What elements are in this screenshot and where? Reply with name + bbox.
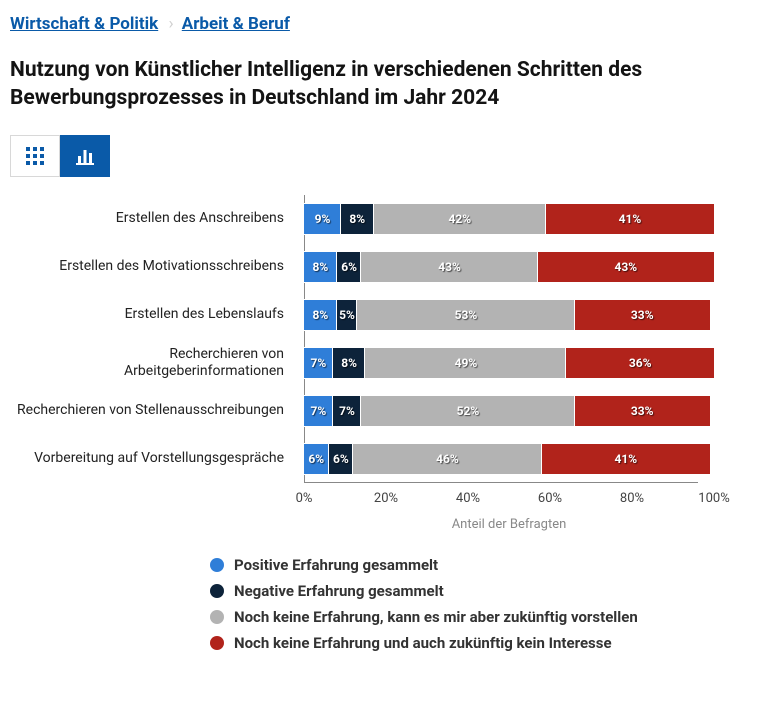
row-label: Recherchieren von Arbeitgeberinformation…	[10, 346, 294, 380]
bar-segment-positive[interactable]: 7%	[304, 396, 333, 426]
bar-track: 6%6%46%41%	[304, 444, 714, 474]
breadcrumb-link-2[interactable]: Arbeit & Beruf	[182, 14, 290, 34]
legend-item[interactable]: Noch keine Erfahrung, kann es mir aber z…	[210, 608, 774, 626]
bar-segment-kein_interesse[interactable]: 36%	[566, 348, 714, 378]
bar-segment-positive[interactable]: 8%	[304, 300, 337, 330]
bar-chart-icon	[76, 147, 94, 165]
bar-segment-kein_interesse[interactable]: 41%	[546, 204, 714, 234]
bar-track: 8%6%43%43%	[304, 252, 714, 282]
breadcrumb-separator: ›	[168, 14, 173, 34]
x-axis: 0% 20% 40% 60% 80% 100%	[10, 491, 774, 511]
chart-row: Recherchieren von Arbeitgeberinformation…	[304, 339, 714, 387]
legend-label: Negative Erfahrung gesammelt	[234, 582, 444, 600]
x-tick: 100%	[698, 491, 729, 506]
bar-segment-negative[interactable]: 8%	[341, 204, 374, 234]
x-tick: 80%	[620, 491, 644, 506]
row-label: Erstellen des Anschreibens	[10, 210, 294, 227]
legend-swatch	[210, 584, 224, 598]
bar-segment-negative[interactable]: 8%	[333, 348, 366, 378]
legend-swatch	[210, 558, 224, 572]
view-toolbar	[10, 135, 774, 177]
bar-segment-kein_interesse[interactable]: 33%	[575, 300, 710, 330]
legend: Positive Erfahrung gesammelt Negative Erf…	[10, 556, 774, 652]
legend-item[interactable]: Positive Erfahrung gesammelt	[210, 556, 774, 574]
bar-segment-negative[interactable]: 7%	[333, 396, 362, 426]
row-label: Recherchieren von Stellenausschreibungen	[10, 402, 294, 419]
x-tick: 0%	[296, 491, 313, 506]
x-axis-label: Anteil der Befragten	[10, 517, 774, 532]
bar-segment-positive[interactable]: 6%	[304, 444, 329, 474]
chart: Erstellen des Anschreibens9%8%42%41%Erst…	[10, 195, 774, 652]
x-tick: 20%	[374, 491, 398, 506]
breadcrumb: Wirtschaft & Politik › Arbeit & Beruf	[10, 14, 774, 34]
bar-segment-negative[interactable]: 6%	[329, 444, 354, 474]
bar-segment-negative[interactable]: 6%	[337, 252, 362, 282]
legend-swatch	[210, 610, 224, 624]
bar-segment-vorstellbar[interactable]: 49%	[365, 348, 566, 378]
x-axis-line	[304, 482, 698, 483]
legend-label: Noch keine Erfahrung, kann es mir aber z…	[234, 608, 638, 626]
bar-segment-vorstellbar[interactable]: 53%	[357, 300, 574, 330]
legend-swatch	[210, 636, 224, 650]
bar-segment-positive[interactable]: 7%	[304, 348, 333, 378]
bar-segment-kein_interesse[interactable]: 43%	[538, 252, 714, 282]
bar-segment-vorstellbar[interactable]: 43%	[361, 252, 537, 282]
chart-row: Erstellen des Motivationsschreibens8%6%4…	[304, 243, 714, 291]
legend-label: Positive Erfahrung gesammelt	[234, 556, 438, 574]
chart-row: Recherchieren von Stellenausschreibungen…	[304, 387, 714, 435]
bar-segment-negative[interactable]: 5%	[337, 300, 358, 330]
bar-track: 8%5%53%33%	[304, 300, 714, 330]
bar-segment-vorstellbar[interactable]: 52%	[361, 396, 574, 426]
legend-item[interactable]: Negative Erfahrung gesammelt	[210, 582, 774, 600]
bar-segment-kein_interesse[interactable]: 33%	[575, 396, 710, 426]
table-view-button[interactable]	[10, 135, 60, 177]
breadcrumb-link-1[interactable]: Wirtschaft & Politik	[10, 14, 158, 34]
bar-segment-positive[interactable]: 8%	[304, 252, 337, 282]
chart-row: Erstellen des Anschreibens9%8%42%41%	[304, 195, 714, 243]
chart-row: Vorbereitung auf Vorstellungsgespräche6%…	[304, 435, 714, 483]
x-tick: 40%	[456, 491, 480, 506]
bar-segment-vorstellbar[interactable]: 42%	[374, 204, 546, 234]
chart-row: Erstellen des Lebenslaufs8%5%53%33%	[304, 291, 714, 339]
chart-view-button[interactable]	[60, 135, 110, 177]
page-title: Nutzung von Künstlicher Intelligenz in v…	[10, 56, 774, 113]
bar-track: 7%7%52%33%	[304, 396, 714, 426]
legend-item[interactable]: Noch keine Erfahrung und auch zukünftig …	[210, 634, 774, 652]
row-label: Erstellen des Lebenslaufs	[10, 306, 294, 323]
row-label: Vorbereitung auf Vorstellungsgespräche	[10, 450, 294, 467]
legend-label: Noch keine Erfahrung und auch zukünftig …	[234, 634, 612, 652]
bar-segment-vorstellbar[interactable]: 46%	[353, 444, 542, 474]
row-label: Erstellen des Motivationsschreibens	[10, 258, 294, 275]
bar-track: 9%8%42%41%	[304, 204, 714, 234]
grid-icon	[26, 147, 44, 165]
bar-segment-positive[interactable]: 9%	[304, 204, 341, 234]
bar-segment-kein_interesse[interactable]: 41%	[542, 444, 710, 474]
x-tick: 60%	[538, 491, 562, 506]
bar-track: 7%8%49%36%	[304, 348, 714, 378]
